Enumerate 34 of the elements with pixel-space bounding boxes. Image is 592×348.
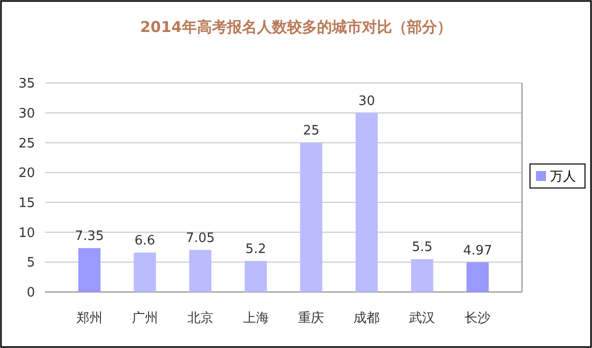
x-tick-label: 广州	[132, 311, 158, 326]
bar	[78, 248, 100, 292]
x-tick-label: 成都	[354, 311, 380, 326]
y-tick-label: 30	[18, 106, 35, 122]
data-label: 30	[358, 94, 375, 109]
data-label: 5.2	[245, 242, 266, 257]
data-label: 7.35	[74, 229, 104, 244]
bar	[300, 142, 322, 292]
legend-label: 万人	[550, 170, 576, 185]
data-label: 7.05	[186, 230, 215, 246]
y-tick-label: 5	[26, 256, 35, 271]
y-tick-label: 25	[18, 136, 35, 152]
data-label: 5.5	[412, 240, 433, 256]
data-label: 6.6	[134, 234, 156, 249]
x-tick-label: 上海	[242, 311, 269, 326]
data-label: 4.97	[463, 243, 492, 258]
y-tick-label: 0	[26, 286, 35, 301]
x-tick-label: 北京	[187, 311, 214, 326]
x-tick-label: 重庆	[298, 311, 324, 326]
bar	[411, 259, 434, 292]
bar	[466, 262, 489, 292]
y-tick-label: 10	[18, 226, 35, 241]
y-tick-label: 35	[18, 76, 35, 92]
bar	[189, 250, 212, 292]
bar	[244, 260, 267, 292]
x-tick-label: 长沙	[464, 311, 491, 326]
y-tick-label: 20	[18, 166, 35, 182]
data-label: 25	[302, 124, 320, 139]
bar	[134, 252, 156, 292]
x-tick-label: 武汉	[409, 311, 436, 326]
chart-title: 2014年高考报名人数较多的城市对比（部分）	[140, 18, 452, 36]
y-tick-label: 15	[18, 196, 35, 211]
bar	[356, 112, 378, 292]
x-tick-label: 郑州	[76, 311, 102, 326]
